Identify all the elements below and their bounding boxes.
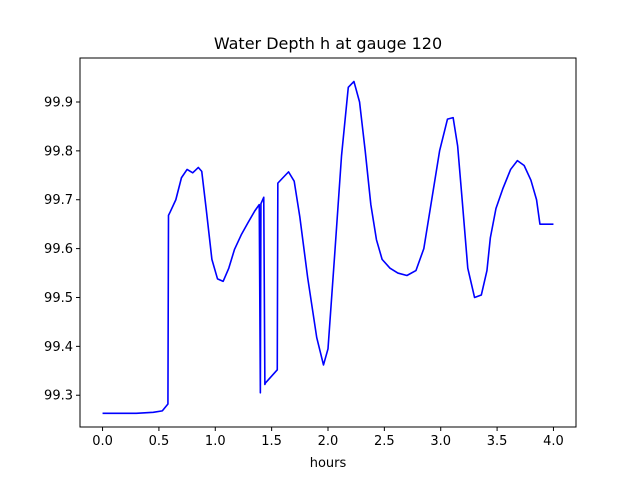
y-tick-label: 99.5 bbox=[44, 291, 73, 306]
x-axis-label: hours bbox=[310, 456, 347, 471]
x-tick-label: 2.5 bbox=[374, 434, 395, 449]
x-tick-label: 3.5 bbox=[487, 434, 508, 449]
plot-area bbox=[102, 80, 554, 415]
x-tick-label: 4.0 bbox=[543, 434, 564, 449]
x-tick-label: 1.5 bbox=[261, 434, 282, 449]
x-axis: 0.0 0.5 1.0 1.5 2.0 2.5 3.0 3.5 4.0 bbox=[92, 427, 564, 449]
y-tick-label: 99.6 bbox=[44, 242, 73, 257]
x-tick-label: 3.0 bbox=[430, 434, 451, 449]
x-tick-label: 1.0 bbox=[205, 434, 226, 449]
y-tick-label: 99.7 bbox=[44, 193, 73, 208]
x-tick-label: 0.5 bbox=[149, 434, 170, 449]
plot-frame bbox=[79, 57, 577, 428]
x-tick-label: 2.0 bbox=[318, 434, 339, 449]
y-tick-label: 99.8 bbox=[44, 144, 73, 159]
y-axis: 99.3 99.4 99.5 99.6 99.7 99.8 99.9 bbox=[44, 95, 80, 404]
y-tick-label: 99.9 bbox=[44, 95, 73, 110]
series-line-h bbox=[102, 80, 554, 415]
chart-title: Water Depth h at gauge 120 bbox=[214, 34, 442, 53]
y-tick-label: 99.4 bbox=[44, 340, 73, 355]
y-tick-label: 99.3 bbox=[44, 389, 73, 404]
x-tick-label: 0.0 bbox=[92, 434, 113, 449]
